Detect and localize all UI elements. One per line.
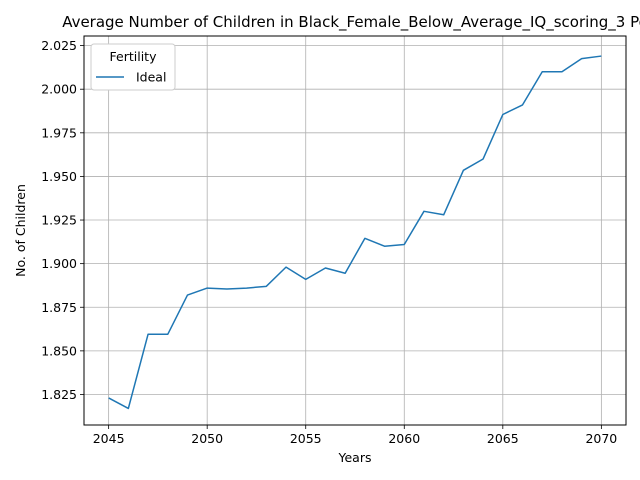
x-axis: 2045 2050 2055 2060 2065 2070 [93,425,617,446]
y-tick-label: 1.975 [41,125,77,140]
y-tick-label: 1.950 [41,169,77,184]
y-axis-label: No. of Children [13,184,28,277]
x-axis-label: Years [338,450,372,465]
x-tick-label: 2050 [191,431,223,446]
x-tick-label: 2070 [585,431,617,446]
x-tick-label: 2055 [290,431,322,446]
legend-box [90,43,176,91]
y-tick-label: 2.000 [41,82,77,97]
legend-title: Fertility [110,49,158,64]
y-tick-label: 2.025 [41,38,77,53]
y-axis: 1.825 1.850 1.875 1.900 1.925 1.950 1.975 2.000… [41,38,84,402]
series-line-ideal [108,55,602,410]
series-lines [108,55,602,410]
chart-title: Average Number of Children in Black_Fema… [62,13,640,32]
x-tick-label: 2060 [388,431,420,446]
y-tick-label: 1.850 [41,343,77,358]
y-tick-label: 1.900 [41,256,77,271]
plot-frame [83,35,627,426]
x-tick-label: 2045 [93,431,125,446]
legend: Fertility Ideal [90,43,176,91]
y-tick-label: 1.875 [41,300,77,315]
grid [84,36,626,425]
x-tick-label: 2065 [487,431,519,446]
y-tick-label: 1.925 [41,213,77,228]
legend-entry-label: Ideal [136,70,166,85]
y-tick-label: 1.825 [41,387,77,402]
legend-entries: Ideal [96,70,166,85]
